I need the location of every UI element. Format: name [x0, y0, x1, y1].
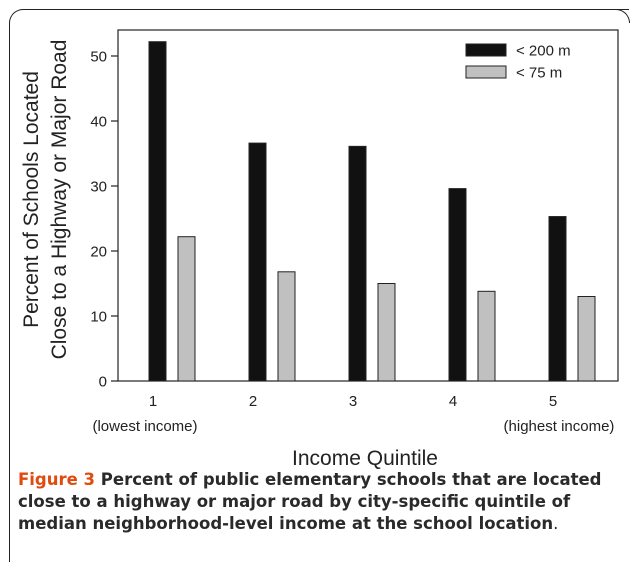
x-tick-sublabel: (lowest income) [92, 418, 197, 435]
x-axis-label: Income Quintile [292, 447, 438, 470]
bar [278, 272, 295, 381]
figure-label: Figure 3 [18, 470, 95, 489]
y-tick-label: 30 [90, 179, 107, 196]
x-tick-sublabel: (highest income) [504, 418, 615, 435]
y-tick-label: 0 [99, 374, 107, 391]
figure-caption-period: . [553, 514, 558, 533]
bar [449, 189, 466, 381]
legend-label: < 200 m [516, 43, 571, 60]
bar [478, 291, 495, 381]
y-axis-label-line: Close to a Highway or Major Road [48, 40, 71, 360]
figure-caption: Figure 3 Percent of public elementary sc… [18, 469, 623, 535]
legend-swatch [466, 44, 506, 56]
bar [549, 217, 566, 381]
y-axis-label-line: Percent of Schools Located [20, 71, 43, 328]
figure-caption-text: Percent of public elementary schools tha… [18, 470, 602, 533]
x-tick-label: 5 [549, 393, 557, 410]
y-tick-label: 20 [90, 244, 107, 261]
y-tick-label: 50 [90, 49, 107, 66]
x-tick-label: 2 [249, 393, 257, 410]
bar-chart: Percent of Schools Located Close to a Hig… [0, 0, 630, 470]
bars [149, 42, 595, 381]
bar [178, 237, 195, 381]
y-tick-label: 10 [90, 309, 107, 326]
x-tick-label: 3 [349, 393, 357, 410]
y-axis-label: Percent of Schools Located Close to a Hig… [20, 40, 71, 360]
x-tick-label: 1 [149, 393, 157, 410]
y-tick-label: 40 [90, 114, 107, 131]
x-axis: 1 (lowest income) 2 3 4 5 (highest income) [92, 393, 614, 435]
bar [249, 143, 266, 381]
legend: < 200 m < 75 m [466, 43, 571, 82]
bar [578, 297, 595, 382]
bar [378, 284, 395, 382]
legend-swatch [466, 66, 506, 78]
legend-label: < 75 m [516, 65, 562, 82]
bar [349, 146, 366, 381]
x-tick-label: 4 [449, 393, 457, 410]
bar [149, 42, 166, 381]
